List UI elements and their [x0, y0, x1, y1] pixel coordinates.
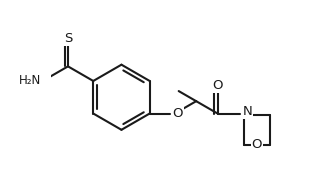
Text: O: O [172, 107, 183, 120]
Text: O: O [252, 139, 262, 151]
Text: S: S [64, 32, 72, 45]
Text: O: O [212, 79, 223, 92]
Text: H₂N: H₂N [19, 74, 42, 87]
Text: N: N [242, 105, 252, 118]
